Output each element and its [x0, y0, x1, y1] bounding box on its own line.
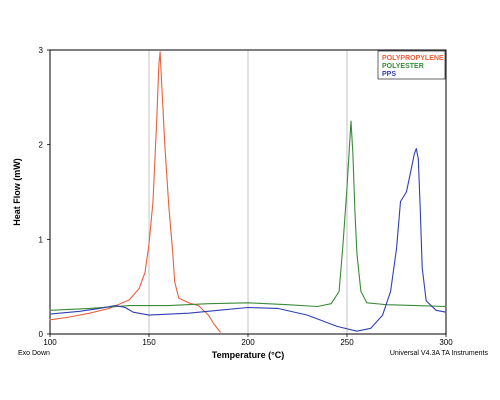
- axis-ticks: 100 150 200 250 300 0 1 2 3: [39, 46, 454, 347]
- y-axis-title: Heat Flow (mW): [12, 158, 22, 226]
- legend-entry-polyester: POLYESTER: [382, 63, 424, 70]
- y-tick-label-3: 3: [39, 46, 44, 55]
- grid-lines: [148, 50, 348, 334]
- series-line-polypropylene: [49, 51, 221, 333]
- x-tick-label-150: 150: [142, 338, 156, 347]
- x-tick-label-250: 250: [340, 338, 354, 347]
- y-tick-label-1: 1: [39, 235, 44, 244]
- exo-direction-note: Exo Down: [18, 350, 50, 357]
- legend-entry-pps: PPS: [382, 71, 396, 78]
- y-tick-label-0: 0: [39, 330, 44, 339]
- legend-entry-polypropylene: POLYPROPYLENE: [382, 55, 444, 62]
- x-axis-title: Temperature (°C): [212, 350, 284, 360]
- y-tick-label-2: 2: [39, 141, 44, 150]
- instrument-note: Universal V4.3A TA Instruments: [390, 350, 489, 357]
- legend-box: [377, 50, 446, 80]
- series-line-polyester: [49, 120, 447, 311]
- series-line-pps: [49, 147, 447, 332]
- series-lines: [49, 51, 447, 333]
- x-tick-label-100: 100: [43, 338, 57, 347]
- x-tick-label-300: 300: [439, 338, 453, 347]
- x-tick-label-200: 200: [241, 338, 255, 347]
